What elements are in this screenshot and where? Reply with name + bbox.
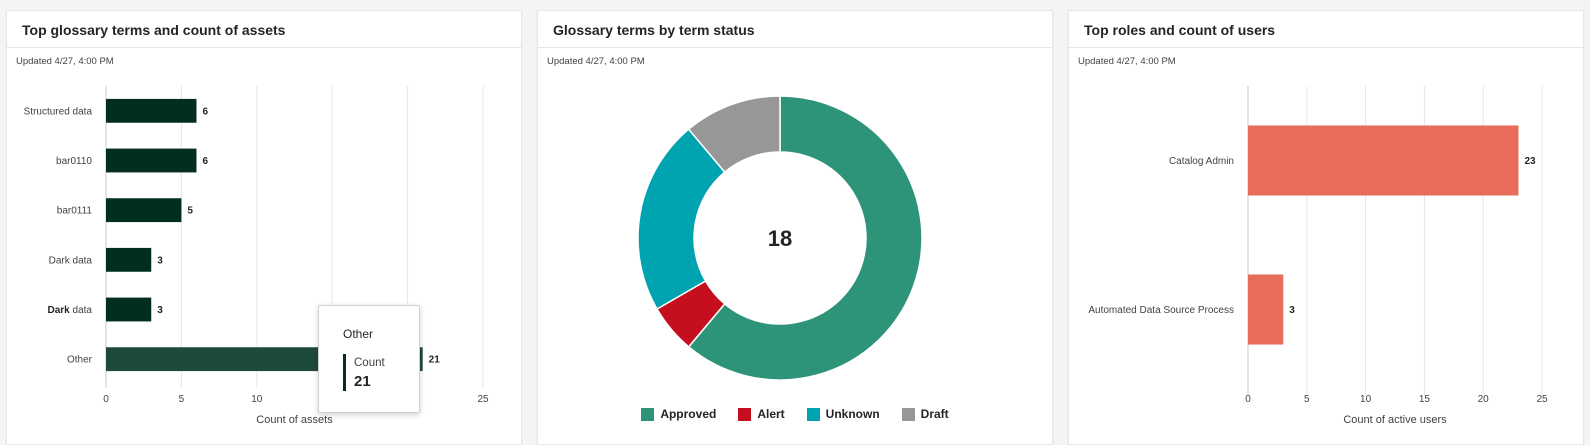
x-axis-label: Count of assets bbox=[256, 414, 333, 426]
y-category-label: Other bbox=[67, 355, 93, 366]
x-tick-label: 5 bbox=[179, 394, 185, 405]
y-category-label: bar0111 bbox=[57, 206, 93, 217]
card-glossary-term-status: Glossary terms by term status Updated 4/… bbox=[537, 10, 1053, 445]
tooltip-label: Count bbox=[354, 357, 385, 369]
chart-legend: Approved Alert Unknown Draft bbox=[538, 407, 1052, 421]
donut-slice-approved bbox=[687, 95, 923, 381]
legend-item-draft[interactable]: Draft bbox=[901, 407, 949, 421]
data-label: 5 bbox=[187, 206, 193, 217]
legend-label: Approved bbox=[660, 407, 717, 421]
legend-swatch bbox=[806, 407, 820, 421]
legend-label: Alert bbox=[757, 407, 785, 421]
bar bbox=[106, 148, 197, 173]
updated-timestamp: Updated 4/27, 4:00 PM bbox=[547, 56, 645, 67]
card-top-glossary-terms: Top glossary terms and count of assets U… bbox=[6, 10, 522, 445]
bar bbox=[106, 297, 152, 322]
card-divider bbox=[538, 47, 1052, 48]
card-title: Top glossary terms and count of assets bbox=[22, 22, 286, 38]
bar bbox=[106, 247, 152, 272]
bar bbox=[1248, 125, 1519, 196]
legend-item-unknown[interactable]: Unknown bbox=[806, 407, 880, 421]
legend-item-approved[interactable]: Approved bbox=[641, 407, 716, 421]
x-axis-label: Count of active users bbox=[1343, 414, 1447, 426]
legend-label: Unknown bbox=[825, 407, 880, 421]
y-category-label: bar0110 bbox=[56, 156, 92, 167]
legend-label: Draft bbox=[920, 407, 949, 421]
data-label: 3 bbox=[1289, 305, 1295, 316]
x-tick-label: 10 bbox=[251, 394, 263, 405]
y-category-label: Catalog Admin bbox=[1169, 156, 1234, 167]
roles-users-bar-chart[interactable]: 0 5 10 15 20 25 Count of active users Catalog A… bbox=[1069, 11, 1585, 436]
donut-slice-draft bbox=[687, 95, 781, 174]
x-tick-label: 0 bbox=[1245, 394, 1251, 405]
card-divider bbox=[1069, 47, 1583, 48]
tooltip-title: Other bbox=[343, 327, 374, 341]
term-status-donut-chart[interactable]: 18 bbox=[538, 11, 1054, 401]
data-label: 3 bbox=[157, 255, 163, 266]
y-category-label: Automated Data Source Process bbox=[1088, 305, 1234, 316]
card-title: Top roles and count of users bbox=[1084, 22, 1276, 38]
legend-swatch bbox=[901, 407, 915, 421]
bar bbox=[106, 98, 197, 123]
chart-tooltip: Other Count 21 bbox=[318, 305, 420, 413]
donut-center-value: 18 bbox=[768, 226, 792, 251]
tooltip-value: 21 bbox=[354, 373, 371, 390]
updated-timestamp: Updated 4/27, 4:00 PM bbox=[16, 56, 114, 67]
y-category-label: Dark data bbox=[49, 255, 93, 266]
x-tick-label: 0 bbox=[103, 394, 109, 405]
legend-swatch bbox=[641, 407, 655, 421]
x-tick-label: 20 bbox=[1478, 394, 1490, 405]
card-title: Glossary terms by term status bbox=[553, 22, 755, 38]
tooltip-color-marker bbox=[343, 354, 346, 391]
data-label: 23 bbox=[1524, 156, 1536, 167]
data-label: 21 bbox=[429, 355, 441, 366]
x-tick-label: 5 bbox=[1304, 394, 1310, 405]
data-label: 6 bbox=[202, 106, 208, 117]
x-tick-label: 25 bbox=[477, 394, 489, 405]
card-top-roles: Top roles and count of users Updated 4/2… bbox=[1068, 10, 1584, 445]
data-label: 6 bbox=[202, 156, 208, 167]
y-category-label: Dark data bbox=[48, 305, 93, 316]
x-tick-label: 15 bbox=[1419, 394, 1431, 405]
updated-timestamp: Updated 4/27, 4:00 PM bbox=[1078, 56, 1176, 67]
bar bbox=[1248, 274, 1284, 345]
x-tick-label: 10 bbox=[1360, 394, 1372, 405]
x-tick-label: 25 bbox=[1536, 394, 1548, 405]
legend-item-alert[interactable]: Alert bbox=[738, 407, 785, 421]
bar bbox=[106, 198, 182, 223]
y-category-label: Structured data bbox=[24, 106, 93, 117]
data-label: 3 bbox=[157, 305, 163, 316]
card-divider bbox=[7, 47, 521, 48]
legend-swatch bbox=[738, 407, 752, 421]
